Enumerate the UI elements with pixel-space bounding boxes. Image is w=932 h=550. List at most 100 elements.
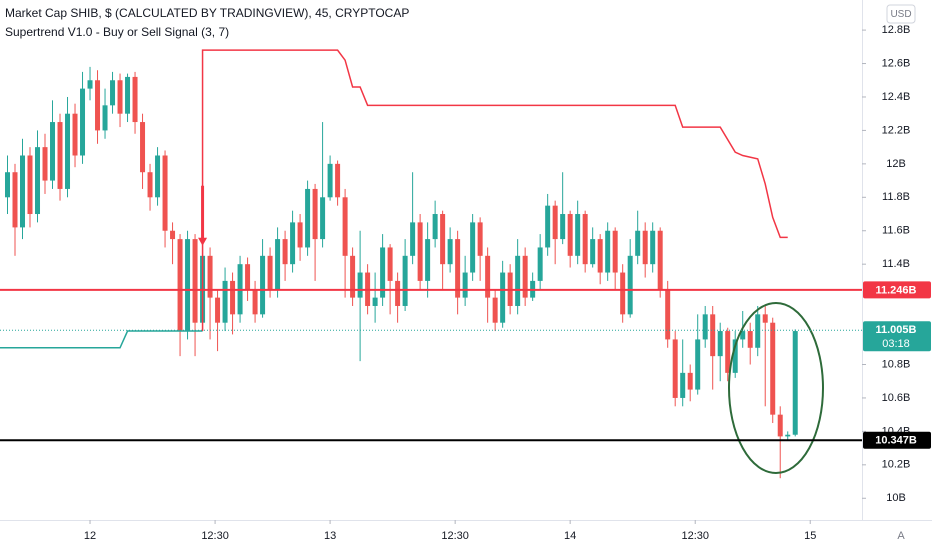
candle-body [785,434,791,437]
candle-body [380,247,386,298]
candle-body [12,172,18,228]
candle-body [725,331,731,373]
candle-body [125,76,131,114]
candle-body [80,88,86,156]
candle-body [747,331,753,348]
candle-body [477,222,483,256]
candle-body [170,230,176,240]
candle-body [612,230,618,273]
candle-body [222,280,228,323]
candle-body [117,80,123,114]
candle-body [140,122,146,173]
indicator-title: Supertrend V1.0 - Buy or Sell Signal (3,… [5,25,229,39]
sell-signal-arrow [198,185,208,246]
candle-body [207,255,213,298]
plot-area [0,49,798,479]
candle-body [372,297,378,306]
y-tick-label: 11.6B [882,225,910,237]
candle-body [537,247,543,281]
y-tick-label: 12.4B [882,91,911,103]
candle-body [185,239,191,332]
candle-body [717,331,723,357]
candle-body [417,222,423,281]
candle-body [665,289,671,340]
x-tick-label: 12:30 [201,530,229,542]
candle-body [335,163,341,198]
candle-body [50,122,56,181]
x-tick-label: 12:30 [441,530,469,542]
candle-body [110,80,116,106]
candle-body [762,314,768,323]
candle-body [350,255,356,298]
y-tick-label: 10.8B [882,358,911,370]
candle-body [357,272,363,298]
supertrend-line [201,49,788,332]
y-tick-label: 11.8B [882,191,910,203]
candle-body [597,239,603,273]
candle-body [72,113,78,156]
candle-body [230,280,236,315]
currency-box[interactable] [886,4,916,24]
candle-body [560,214,566,240]
candle-body [260,255,266,315]
candle-body [575,214,581,256]
candle-body [177,239,183,332]
candle-body [425,239,431,281]
candle-body [447,239,453,265]
currency[interactable]: USD [890,9,911,20]
candle-body [567,214,573,256]
candle-body [5,172,11,198]
y-tick-label: 12.2B [882,124,911,136]
price-label: 10.347B [875,435,917,447]
y-tick-label: 11.4B [882,258,910,270]
candle-body [57,122,63,189]
y-tick-label: 10.6B [882,392,911,404]
candle-body [695,339,701,390]
chart-title: Market Cap SHIB, $ (CALCULATED BY TRADIN… [5,6,409,20]
price-label: 11.246B [876,284,917,296]
candle-body [395,280,401,306]
annotation-ellipse [728,302,824,474]
candle-body [402,255,408,306]
candle-body [492,297,498,323]
candle-body [312,188,318,240]
candle-body [672,339,678,398]
scale-mode[interactable]: A [897,530,905,542]
candle-body [275,239,281,290]
price-label-box [863,431,931,449]
candle-body [657,230,663,290]
candle-body [462,272,468,298]
candle-body [522,255,528,298]
y-tick-label: 12B [886,158,906,170]
y-tick-label: 10.2B [882,459,911,471]
x-tick-label: 13 [324,530,336,542]
candle-body [65,113,71,189]
x-tick-label: 12:30 [681,530,709,542]
candle-body [252,289,258,315]
candle-body [792,331,798,435]
candle-body [290,222,296,265]
candle-body [515,255,521,306]
candle-body [485,255,491,298]
candle-body [305,188,311,248]
candle-body [627,255,633,315]
candle-body [95,80,101,131]
candle-body [20,155,26,228]
candle-body [410,222,416,256]
candle-body [500,272,506,323]
candle-body [102,105,108,131]
candle-body [642,230,648,265]
candle-body [710,314,716,357]
candle-body [297,222,303,248]
candle-body [327,163,333,198]
price-label-box [863,321,931,352]
candle-body [702,314,708,340]
candle-body [267,255,273,290]
candle-body [777,414,783,437]
x-tick-label: 15 [804,530,816,542]
candle-body [215,297,221,323]
candle-body [440,214,446,265]
supertrend-line [0,330,203,349]
candle-body [87,80,93,89]
